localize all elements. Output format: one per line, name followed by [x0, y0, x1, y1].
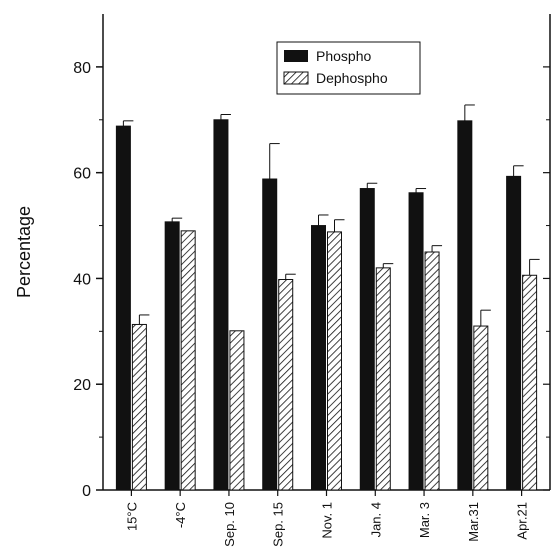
bar-dephospho	[131, 323, 147, 491]
bar-dephospho	[473, 325, 489, 491]
y-tick-label: 60	[73, 166, 91, 183]
bar-dephospho	[229, 330, 245, 491]
bars	[115, 104, 540, 491]
bar-phospho	[408, 192, 424, 491]
x-tick-label: Apr.21	[515, 502, 530, 540]
x-tick-label: -4°C	[173, 502, 188, 528]
x-tick-label: Sep. 15	[271, 502, 286, 547]
x-tick-label: Jan. 4	[368, 502, 383, 537]
bar-phospho	[115, 125, 131, 491]
bar-dephospho	[522, 274, 538, 491]
bar-phospho	[164, 221, 180, 491]
legend-label-phospho: Phospho	[316, 48, 371, 64]
legend-label-dephospho: Dephospho	[316, 70, 388, 86]
y-tick-label: 20	[73, 377, 91, 394]
bar-dephospho	[180, 230, 196, 491]
x-tick-label: 15°C	[124, 502, 139, 531]
legend: Phospho Dephospho	[276, 41, 421, 95]
bar-dephospho	[327, 231, 342, 491]
y-axis-title: Percentage	[14, 206, 34, 298]
bar-dephospho	[375, 267, 391, 491]
bar-dephospho	[424, 251, 440, 491]
legend-swatch-dephospho	[283, 71, 309, 85]
y-tick-label: 40	[73, 271, 91, 288]
y-tick-label: 0	[82, 483, 91, 500]
x-axis-ticks: 15°C -4°C Sep. 10 Sep. 15 Nov. 1 Jan. 4 Mar. 3…	[124, 490, 530, 547]
y-tick-label: 80	[73, 60, 91, 77]
y-axis-ticks: 0 20 40 60 80	[73, 60, 550, 500]
x-tick-label: Mar. 3	[417, 502, 432, 538]
bar-phospho	[213, 119, 229, 491]
x-tick-label: Mar.31	[466, 502, 481, 542]
bar-phospho	[311, 225, 326, 491]
bar-phospho	[262, 178, 278, 491]
bar-dephospho	[278, 279, 294, 491]
bar-phospho	[506, 175, 522, 491]
bar-phospho	[457, 120, 473, 491]
legend-swatch-phospho	[284, 50, 308, 62]
bar-phospho	[359, 188, 375, 491]
x-tick-label: Nov. 1	[320, 502, 335, 539]
x-tick-label: Sep. 10	[222, 502, 237, 547]
